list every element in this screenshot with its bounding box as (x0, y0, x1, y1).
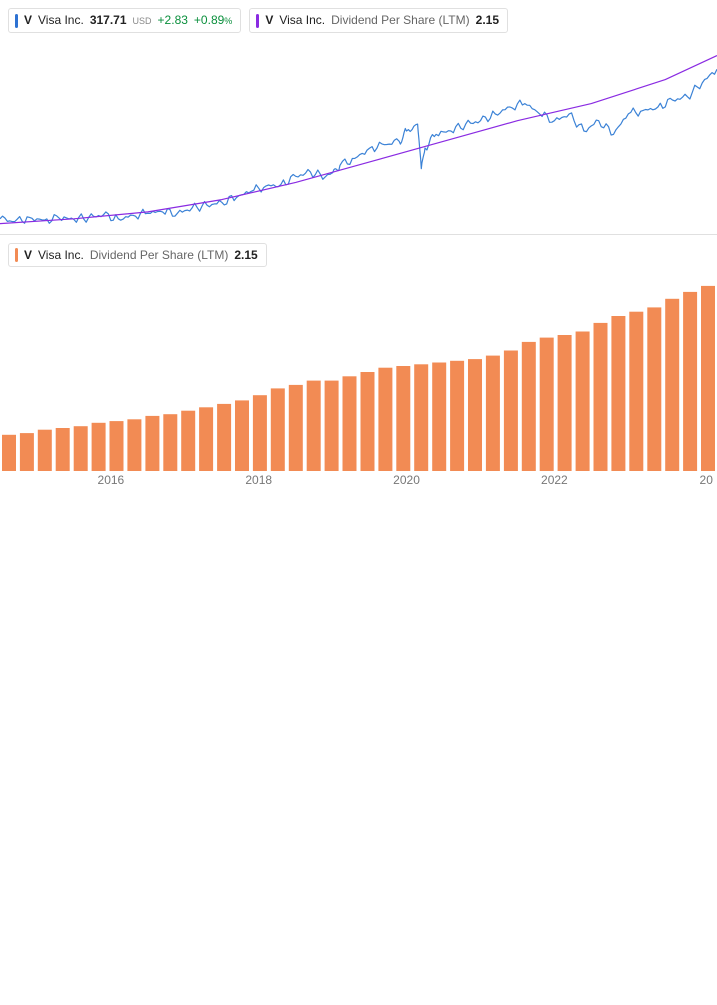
x-axis-tick-label: 2016 (98, 473, 125, 487)
legend-name: Visa Inc. (38, 12, 84, 28)
price-chart-area[interactable] (0, 0, 717, 234)
legend-price-value: 317.71 (90, 12, 127, 28)
legend-dividend[interactable]: V Visa Inc. Dividend Per Share (LTM) 2.1… (8, 243, 267, 267)
legend-name: Visa Inc. (279, 12, 325, 28)
price-chart-panel: V Visa Inc. 317.71 USD +2.83 +0.89% V Vi… (0, 0, 717, 235)
legend-value: 2.15 (476, 12, 499, 28)
legend-trend[interactable]: V Visa Inc. Dividend Per Share (LTM) 2.1… (249, 8, 508, 33)
legend-metric: Dividend Per Share (LTM) (331, 12, 470, 28)
legend-currency: USD (133, 13, 152, 29)
legend-marker (15, 248, 18, 262)
dividend-chart-svg (0, 235, 717, 495)
top-legend-row: V Visa Inc. 317.71 USD +2.83 +0.89% V Vi… (0, 0, 717, 33)
dividend-chart-panel: V Visa Inc. Dividend Per Share (LTM) 2.1… (0, 235, 717, 495)
bottom-legend-row: V Visa Inc. Dividend Per Share (LTM) 2.1… (0, 235, 717, 267)
x-axis-tick-label: 2018 (245, 473, 272, 487)
x-axis-tick-label: 2022 (541, 473, 568, 487)
legend-price[interactable]: V Visa Inc. 317.71 USD +2.83 +0.89% (8, 8, 241, 33)
percent-sign: % (224, 16, 232, 26)
legend-ticker: V (265, 12, 273, 28)
legend-value: 2.15 (234, 247, 257, 263)
legend-ticker: V (24, 247, 32, 263)
legend-ticker: V (24, 12, 32, 28)
legend-change-pct: +0.89% (194, 12, 232, 29)
legend-change-pct-num: +0.89 (194, 13, 224, 27)
legend-change-abs: +2.83 (158, 12, 188, 28)
dividend-chart-area[interactable]: 2016 2018 2020 2022 20 (0, 235, 717, 495)
price-chart-svg (0, 0, 717, 235)
legend-name: Visa Inc. (38, 247, 84, 263)
x-axis-tick-label: 2020 (393, 473, 420, 487)
legend-marker (256, 14, 259, 28)
legend-marker (15, 14, 18, 28)
x-axis-labels: 2016 2018 2020 2022 20 (0, 473, 717, 491)
x-axis-tick-label: 20 (700, 473, 713, 487)
legend-metric: Dividend Per Share (LTM) (90, 247, 229, 263)
